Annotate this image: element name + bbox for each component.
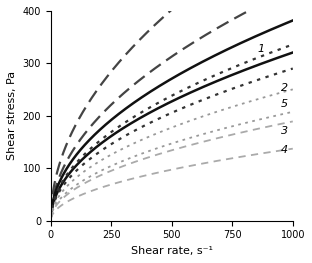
Text: 5: 5 [281,99,288,109]
Text: 2: 2 [281,83,288,93]
Text: 1: 1 [258,44,265,54]
Text: 4: 4 [281,145,288,155]
Y-axis label: Shear stress, Pa: Shear stress, Pa [7,71,17,160]
Text: 3: 3 [281,125,288,135]
X-axis label: Shear rate, s⁻¹: Shear rate, s⁻¹ [131,246,213,256]
